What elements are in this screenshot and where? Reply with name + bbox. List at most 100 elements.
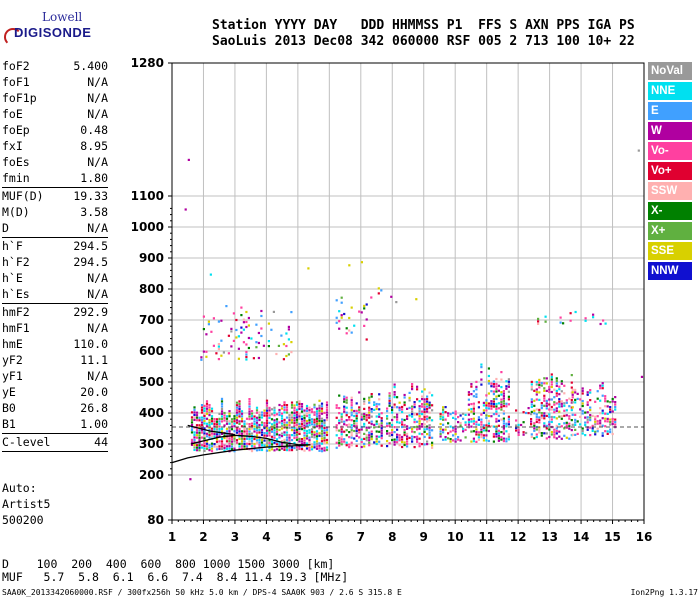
echo-point	[303, 429, 306, 432]
echo-point	[594, 400, 597, 403]
echo-point	[310, 435, 314, 438]
echo-point	[604, 430, 607, 433]
echo-point	[396, 406, 399, 409]
echo-point	[421, 418, 424, 421]
echo-point	[363, 445, 366, 448]
echo-point	[300, 410, 304, 413]
echo-point	[533, 429, 536, 432]
echo-point	[348, 446, 351, 449]
echo-point	[470, 410, 473, 413]
echo-point	[303, 424, 306, 427]
echo-point	[293, 431, 296, 435]
param-value: 3.58	[80, 205, 108, 219]
echo-point	[502, 402, 505, 405]
echo-point	[442, 431, 445, 434]
echo-point	[267, 345, 270, 348]
echo-point	[303, 437, 306, 440]
echo-point	[215, 448, 219, 451]
echo-point	[265, 414, 269, 417]
echo-point	[215, 428, 219, 431]
echo-point	[323, 449, 326, 452]
echo-point	[220, 445, 224, 448]
echo-point	[492, 385, 495, 388]
echo-point	[193, 441, 196, 444]
echo-point	[298, 437, 301, 440]
echo-point	[273, 426, 276, 429]
echo-point	[235, 414, 239, 417]
echo-point	[413, 418, 416, 421]
echo-point	[253, 415, 256, 418]
echo-point	[243, 427, 246, 431]
echo-point	[278, 428, 281, 432]
echo-point	[240, 415, 244, 418]
echo-point	[215, 423, 219, 426]
echo-point	[315, 412, 319, 415]
echo-point	[555, 424, 558, 427]
echo-point	[558, 405, 561, 408]
echo-point	[210, 442, 214, 445]
echo-point	[275, 423, 279, 426]
param-label: yF2	[2, 353, 23, 367]
echo-point	[318, 444, 321, 447]
echo-point	[260, 423, 264, 427]
param-row: foEp 0.48	[2, 122, 108, 138]
echo-point	[343, 410, 346, 413]
echo-point	[386, 425, 389, 428]
echo-point	[200, 431, 204, 434]
echo-point	[343, 405, 346, 408]
echo-point	[604, 400, 607, 403]
echo-point	[260, 411, 264, 414]
echo-point	[300, 418, 304, 421]
echo-point	[485, 426, 488, 429]
echo-point	[507, 390, 510, 393]
echo-point	[426, 420, 429, 423]
echo-point	[403, 443, 406, 447]
echo-point	[464, 423, 467, 426]
echo-point	[230, 435, 234, 438]
echo-point	[480, 418, 483, 421]
echo-point	[482, 411, 485, 414]
echo-point	[543, 422, 546, 425]
echo-point	[290, 446, 294, 449]
echo-point	[502, 412, 505, 415]
echo-point	[240, 437, 244, 440]
echo-point	[323, 424, 326, 427]
echo-point	[637, 149, 640, 152]
echo-point	[265, 409, 269, 412]
echo-point	[222, 351, 225, 354]
echo-point	[421, 410, 424, 413]
echo-point	[217, 345, 220, 348]
y-tick-label: 1000	[131, 220, 164, 234]
param-row: yF2 11.1	[2, 352, 108, 368]
echo-point	[243, 437, 246, 441]
echo-point	[268, 431, 271, 434]
echo-point	[606, 405, 609, 408]
echo-point	[576, 397, 579, 400]
echo-point	[553, 433, 556, 436]
param-row: fmin 1.80	[2, 170, 108, 186]
echo-point	[263, 412, 266, 415]
echo-point	[315, 417, 319, 420]
echo-point	[431, 394, 434, 397]
echo-point	[295, 421, 299, 424]
echo-point	[388, 399, 391, 402]
echo-point	[353, 414, 356, 418]
echo-point	[500, 403, 503, 406]
echo-point	[265, 402, 269, 405]
echo-point	[380, 434, 383, 437]
echo-point	[290, 421, 294, 424]
echo-point	[200, 436, 204, 439]
echo-point	[348, 436, 351, 439]
echo-point	[290, 404, 294, 407]
echo-point	[293, 421, 296, 425]
echo-point	[497, 432, 500, 435]
echo-point	[472, 417, 475, 420]
legend-item-nne: NNE	[648, 82, 692, 100]
echo-point	[240, 420, 244, 423]
echo-point	[250, 422, 254, 425]
echo-point	[398, 434, 401, 437]
echo-point	[208, 406, 211, 409]
echo-point	[255, 416, 259, 419]
echo-point	[200, 421, 204, 424]
echo-point	[428, 434, 431, 437]
